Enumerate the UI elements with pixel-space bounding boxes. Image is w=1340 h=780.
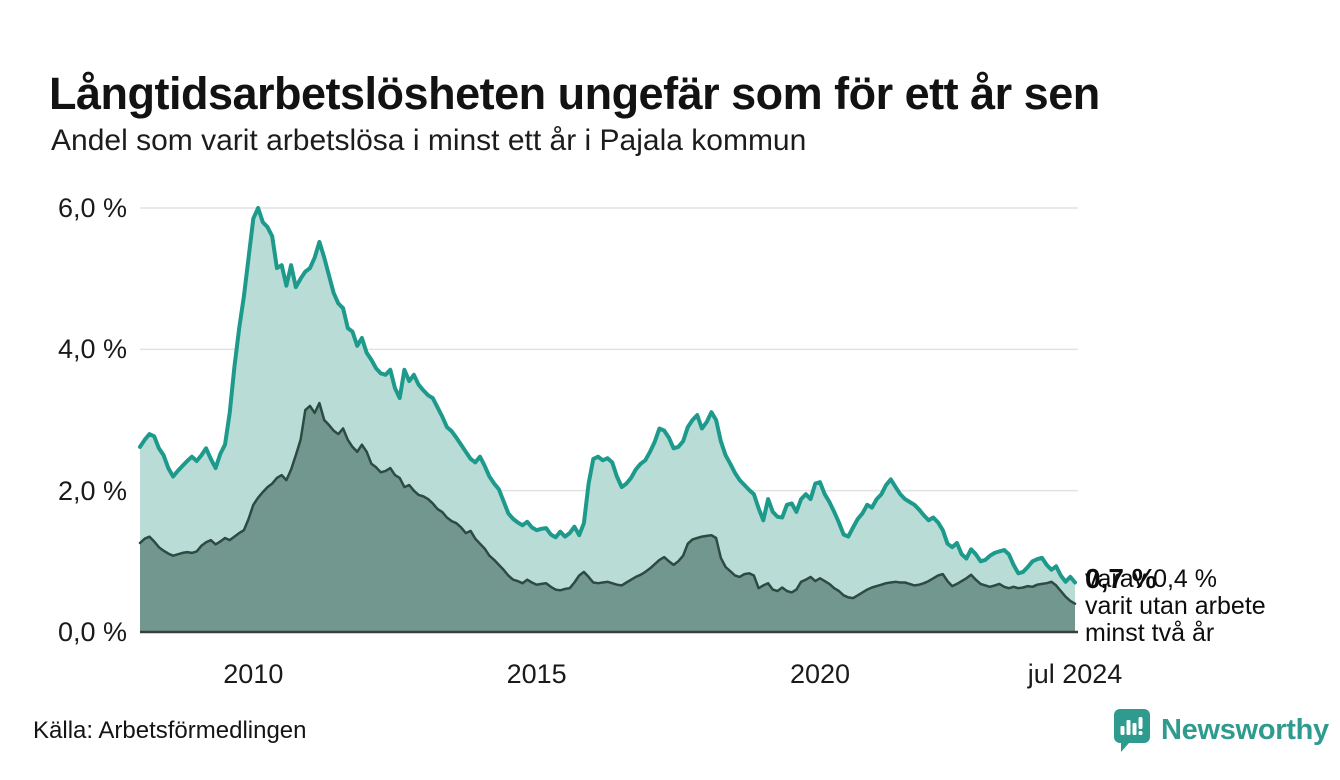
- brand-name: Newsworthy: [1161, 713, 1329, 746]
- latest-value-label: 0,7 %: [1085, 563, 1157, 594]
- unemployed-min-one-year-line: [138, 206, 1077, 585]
- chart-subtitle: Andel som varit arbetslösa i minst ett å…: [51, 124, 807, 157]
- x-tick-label: 2015: [506, 659, 567, 689]
- y-tick-label: 4,0 %: [57, 334, 127, 365]
- annotation-note: varav 0,4 % varit utan arbete minst två …: [1085, 563, 1315, 647]
- x-tick-label: jul 2024: [1027, 659, 1123, 689]
- unemployed-min-two-years-line: [138, 401, 1077, 605]
- y-tick-label: 6,0 %: [57, 193, 127, 223]
- y-tick-label: 2,0 %: [57, 475, 127, 506]
- y-tick-label: 0,0 %: [57, 617, 127, 647]
- unemployed-min-two-years-area: [140, 403, 1075, 632]
- annotation-note-line: minst två år: [1085, 619, 1215, 647]
- x-tick-label: 2020: [789, 659, 851, 689]
- x-tick-label: 2010: [223, 659, 284, 689]
- latest-value-annotation: varav 0,4 % varit utan arbete minst två …: [1085, 563, 1315, 647]
- newsworthy-logo: Newsworthy: [1112, 705, 1329, 755]
- annotation-note-line: varit utan arbete: [1085, 592, 1266, 620]
- annotation-note-line: varav 0,4 %: [1085, 565, 1218, 593]
- speech-bubble-bar-chart-icon: [1114, 709, 1150, 752]
- source-attribution: Källa: Arbetsförmedlingen: [33, 717, 307, 744]
- page-title: Långtidsarbetslösheten ungefär som för e…: [49, 68, 1100, 120]
